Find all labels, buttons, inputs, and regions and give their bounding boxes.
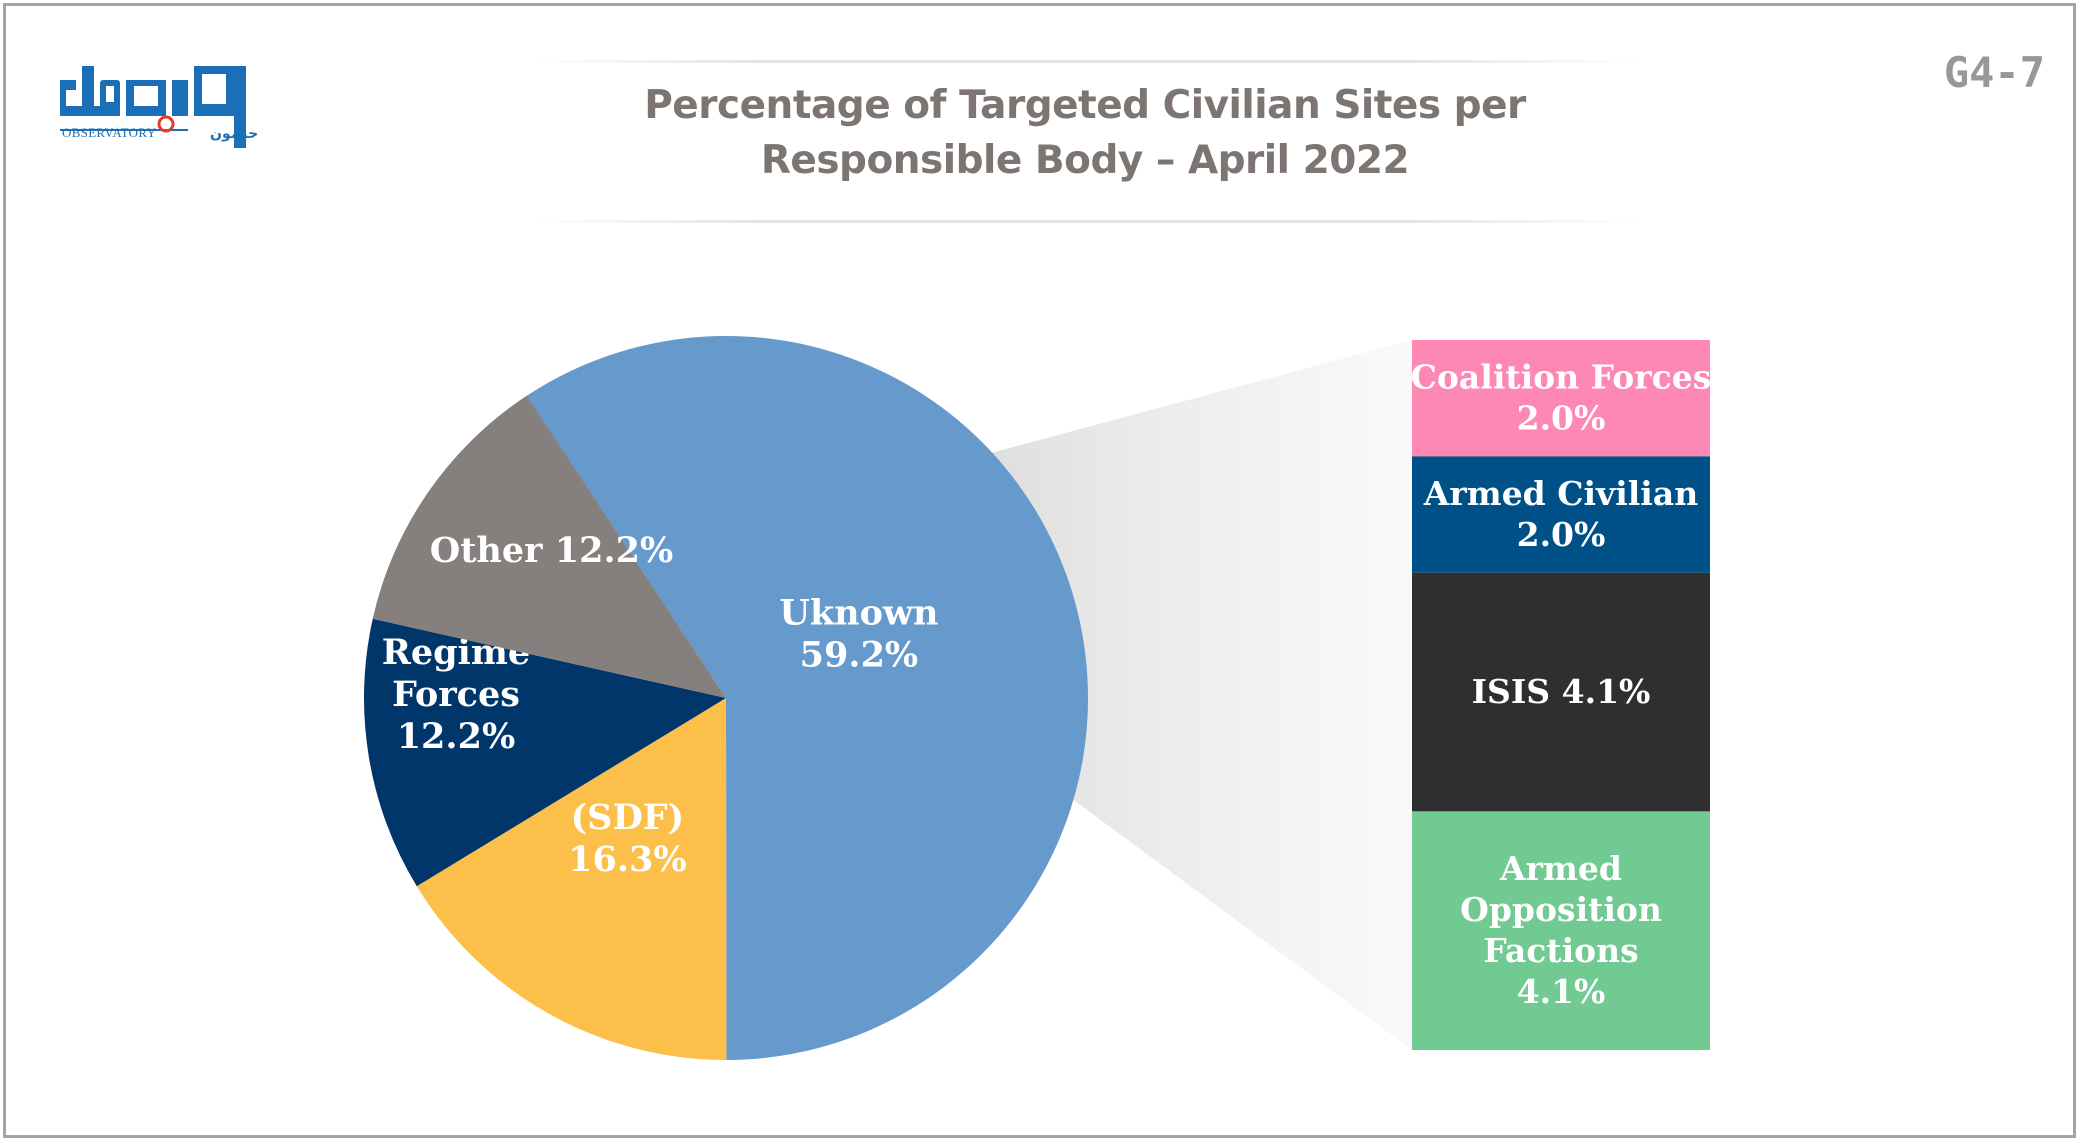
chart-title: Percentage of Targeted Civilian Sites pe… [560,78,1610,188]
bar-label-armed-opposition-factions: Armed Opposition Factions 4.1% [1460,849,1662,1011]
pie-label-regime-forces: Regime Forces 12.2% [382,632,530,757]
pie-slice-uknown [526,336,1088,1060]
pie-label-line: Other 12.2% [430,530,674,571]
breakdown-bar: Coalition Forces 2.0%Armed Civilian 2.0%IS… [1411,340,1712,1050]
pie-label-uknown: Uknown 59.2% [779,592,938,675]
bar-segment-coalition-forces [1412,340,1710,457]
bar-label-coalition-forces: Coalition Forces 2.0% [1411,358,1712,438]
pie-label-line: (SDF) [571,797,685,838]
bar-label-line: Coalition Forces [1411,358,1712,397]
title-line-2: Responsible Body – April 2022 [760,138,1410,183]
bar-label-line: 2.0% [1517,515,1606,554]
logo-arabic: مرصد حرمون [210,126,258,142]
bar-label-line: Armed [1499,849,1622,888]
pie-slice-other [372,395,726,698]
pie-label-line: Uknown [779,592,938,633]
doc-code: G4-7 [1943,48,2045,97]
bar-segment-armed-opposition-factions [1412,811,1710,1050]
title-rule-bottom [530,220,1640,223]
title-rule-top [530,60,1640,63]
bar-segment-armed-civilian [1412,456,1710,573]
pie-label-line: 16.3% [568,839,687,880]
bar-label-line: Factions [1483,931,1638,970]
bar-label-isis: ISIS 4.1% [1472,672,1651,711]
pie-label-sdf: (SDF) 16.3% [568,797,687,880]
pie-label-line: 59.2% [800,634,919,675]
pie: Uknown 59.2% (SDF) 16.3% Regime Forces 12.2% Ot… [364,336,1088,1060]
bar-segment-isis [1412,572,1710,812]
observatory-logo: مرصد حرمون [60,66,258,148]
pie-slice-sdf [416,698,727,1060]
pie-label-line: 12.2% [397,716,516,757]
bar-label-line: ISIS 4.1% [1472,672,1651,711]
bar-label-armed-civilian: Armed Civilian 2.0% [1423,474,1698,554]
title-line-1: Percentage of Targeted Civilian Sites pe… [644,83,1526,128]
logo-text: OBSERVATORY [62,125,157,140]
logo-target-icon [157,115,175,133]
bar-label-line: 2.0% [1517,399,1606,438]
bar-label-line: 4.1% [1517,972,1606,1011]
pie-label-line: Forces [392,674,520,715]
bar-label-line: Opposition [1460,890,1662,929]
pie-slice-regime-forces [364,618,726,887]
pie-label-other: Other 12.2% [430,530,674,571]
bar-label-line: Armed Civilian [1423,474,1698,513]
